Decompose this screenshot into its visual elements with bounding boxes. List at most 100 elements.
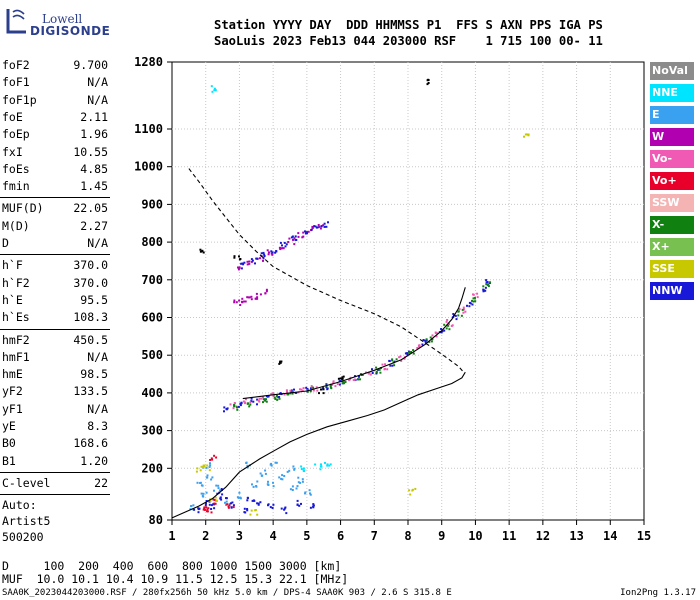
echo-point (223, 406, 226, 409)
echo-point (447, 324, 450, 327)
echo-point (427, 82, 430, 84)
echo-point (210, 504, 213, 507)
echo-point (305, 386, 308, 389)
echo-point (255, 257, 258, 260)
echo-point (425, 338, 428, 341)
echo-point (252, 485, 255, 488)
echo-point (302, 467, 305, 470)
echo-point (354, 375, 356, 378)
echo-point (204, 508, 206, 511)
echo-point (205, 506, 208, 509)
param-row: hmF1 N/A (2, 350, 108, 367)
echo-point (426, 83, 429, 86)
echo-point (249, 513, 252, 516)
echo-point (266, 395, 269, 398)
echo-point (469, 302, 472, 305)
param-value: 168.6 (73, 436, 108, 451)
echo-point (254, 297, 257, 300)
echo-point (325, 386, 328, 389)
param-name: h`F (2, 258, 23, 273)
echo-point (294, 391, 297, 394)
echo-point (338, 380, 341, 383)
muf-scale: MUF 10.0 10.1 10.4 10.9 11.5 12.5 15.3 2… (2, 572, 349, 586)
echo-point (302, 387, 305, 390)
echo-point (200, 484, 203, 487)
echo-point (230, 506, 233, 509)
echo-point (302, 235, 305, 238)
echo-point (213, 499, 216, 501)
x-tick-label: 11 (502, 529, 516, 543)
echo-point (264, 292, 267, 295)
echo-point (421, 343, 424, 346)
param-value: 133.5 (73, 384, 108, 399)
echo-point (226, 503, 229, 506)
echo-point (258, 397, 261, 400)
param-row: fxI 10.55 (2, 145, 108, 162)
echo-point (418, 345, 421, 348)
echo-point (297, 235, 300, 238)
echo-point (239, 404, 242, 407)
echo-point (214, 502, 217, 505)
echo-point (411, 489, 414, 492)
echo-point (326, 387, 329, 390)
param-separator (0, 197, 110, 199)
param-row: foF1p N/A (2, 93, 108, 110)
echo-point (485, 283, 488, 286)
echo-point (262, 259, 264, 262)
echo-point (257, 502, 260, 505)
y-tick-label: 200 (141, 461, 163, 475)
echo-point (204, 504, 207, 507)
echo-point (209, 462, 211, 465)
echo-point (210, 85, 213, 88)
legend-item-e: E (650, 106, 694, 124)
lowell-logo-icon (6, 9, 26, 34)
echo-point (320, 388, 323, 391)
echo-point (242, 400, 245, 403)
echo-point (296, 485, 299, 488)
echo-point (486, 284, 489, 287)
echo-point (233, 256, 236, 259)
echo-point (246, 509, 249, 512)
echo-point (215, 484, 218, 487)
param-name: fxI (2, 144, 23, 159)
echo-point (312, 389, 315, 392)
auto-scaling-text: Artist5 (2, 514, 51, 529)
echo-point (243, 261, 246, 264)
echo-point (279, 361, 281, 364)
echo-point (208, 469, 211, 472)
echo-point (448, 328, 451, 331)
param-name: C-level (2, 475, 51, 490)
echo-point (225, 408, 228, 410)
echo-point (202, 466, 205, 469)
echo-point (284, 506, 287, 509)
echo-point (256, 296, 259, 299)
echo-point (241, 300, 243, 303)
param-row: C-level 22 (2, 476, 108, 493)
param-name: h`Es (2, 310, 30, 325)
echo-point (378, 368, 381, 371)
param-row: yF1 N/A (2, 402, 108, 419)
echo-point (342, 381, 345, 384)
echo-point (440, 331, 443, 334)
echo-point (219, 489, 221, 492)
echo-point (371, 372, 374, 374)
echo-point (484, 289, 487, 292)
echo-point (250, 509, 253, 512)
param-value: 8.3 (87, 419, 108, 433)
echo-point (443, 323, 446, 326)
echo-point (325, 383, 328, 386)
param-row: foF1 N/A (2, 75, 108, 92)
echo-point (268, 251, 270, 254)
echo-point (233, 405, 236, 408)
echo-point (265, 290, 268, 293)
echo-point (474, 300, 477, 303)
echo-point (252, 400, 255, 403)
echo-point (326, 463, 329, 466)
echo-point (409, 493, 412, 496)
echo-point (391, 358, 394, 361)
echo-point (244, 511, 247, 514)
param-value: 108.3 (73, 310, 108, 325)
echo-point (301, 480, 304, 483)
echo-point (424, 339, 427, 342)
